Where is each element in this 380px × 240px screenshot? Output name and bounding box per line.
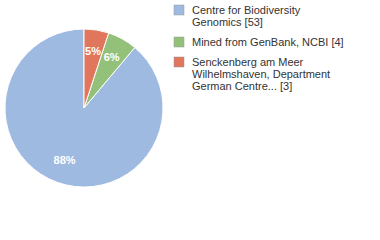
legend-swatch (174, 5, 184, 15)
data-labels: 88% 6%5% (54, 45, 120, 167)
data-label: 6% (104, 51, 120, 63)
legend-label-line: German Centre... [3] (192, 80, 292, 92)
legend-swatch (174, 57, 184, 67)
legend-label-line: Senckenberg am Meer (192, 56, 304, 68)
pie-slice (84, 29, 109, 108)
legend-label-line: Centre for Biodiversity (192, 4, 301, 16)
legend-label: Centre for BiodiversityGenomics [53] (192, 4, 301, 28)
data-label: 5% (85, 45, 101, 57)
legend-label: Mined from GenBank, NCBI [4] (192, 36, 344, 48)
pie (5, 29, 163, 187)
pie-slice (5, 29, 163, 187)
chart: 88% 6%5% Centre for BiodiversityGenomics [… (0, 0, 380, 240)
legend: Centre for BiodiversityGenomics [53] Mine… (174, 4, 344, 92)
legend-label-line: Mined from GenBank, NCBI [4] (192, 36, 344, 48)
legend-label-line: Wilhelmshaven, Department (192, 68, 330, 80)
legend-label: Senckenberg am MeerWilhelmshaven, Depart… (192, 56, 330, 92)
legend-swatch (174, 37, 184, 47)
data-label: 88% (54, 154, 76, 166)
legend-label-line: Genomics [53] (192, 16, 263, 28)
